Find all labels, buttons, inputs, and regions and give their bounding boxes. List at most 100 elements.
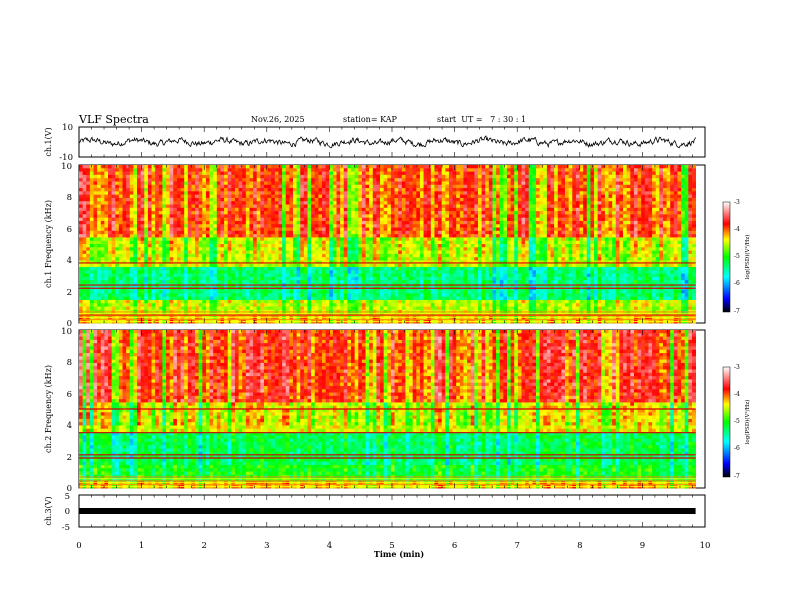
spectrogram-cell [423, 247, 428, 251]
spectrogram-cell [434, 207, 439, 212]
spectrogram-cell [79, 290, 84, 294]
spectrogram-cell [111, 174, 116, 179]
spectrogram-cell [303, 224, 308, 228]
spectrogram-cell [144, 184, 149, 189]
spectrogram-cell [79, 220, 84, 225]
spectrogram-cell [405, 201, 410, 205]
spectrogram-cell [224, 234, 229, 238]
spectrogram-cell [220, 224, 225, 228]
spectrogram-cell [242, 250, 247, 255]
spectrogram-cell [234, 247, 239, 251]
spectrogram-cell [147, 174, 152, 179]
spectrogram-cell [423, 303, 428, 307]
spectrogram-cell [238, 257, 243, 261]
spectrogram-cell [311, 234, 316, 238]
spectrogram-cell [195, 171, 200, 176]
spectrogram-cell [213, 217, 218, 222]
spectrogram-cell [369, 244, 374, 248]
spectrogram-cell [343, 181, 348, 186]
spectrogram-cell [285, 224, 290, 228]
spectrogram-cell [387, 220, 392, 225]
spectrogram-cell [354, 257, 359, 261]
spectrogram-cell [133, 299, 138, 304]
spectrogram-cell [405, 273, 410, 278]
spectrogram-cell [205, 299, 210, 304]
spectrogram-cell [108, 204, 113, 209]
spectrogram-cell [430, 280, 435, 284]
spectrogram-cell [278, 244, 283, 248]
spectrogram-cell [234, 181, 239, 186]
spectrogram-cell [376, 270, 381, 275]
spectrogram-cell [398, 244, 403, 248]
spectrogram-cell [253, 207, 258, 212]
spectrogram-cell [111, 194, 116, 199]
spectrogram-cell [195, 227, 200, 232]
spectrogram-cell [202, 240, 207, 245]
spectrogram-cell [205, 293, 210, 298]
spectrogram-cell [343, 250, 348, 255]
spectrogram-cell [380, 290, 385, 294]
spectrogram-cell [147, 263, 152, 268]
spectrogram-cell [347, 270, 352, 275]
spectrogram-cell [380, 276, 385, 281]
spectrogram-cell [195, 230, 200, 235]
spectrogram-cell [180, 250, 185, 255]
spectrogram-cell [256, 263, 261, 268]
spectrogram-cell [372, 194, 377, 199]
spectrogram-cell [423, 188, 428, 192]
spectrogram-cell [314, 270, 319, 275]
spectrogram-cell [100, 165, 105, 169]
spectrogram-cell [209, 174, 214, 179]
spectrogram-cell [205, 181, 210, 186]
spectrogram-cell [158, 250, 163, 255]
spectrogram-cell [104, 201, 109, 205]
spectrogram-cell [401, 237, 406, 242]
spectrogram-cell [89, 280, 94, 284]
spectrogram-cell [358, 204, 363, 209]
spectrogram-cell [380, 174, 385, 179]
spectrogram-cell [329, 197, 334, 202]
spectrogram-cell [122, 290, 127, 294]
spectrogram-cell [285, 227, 290, 232]
spectrogram-cell [122, 303, 127, 307]
spectrogram-cell [430, 211, 435, 215]
spectrogram-cell [155, 207, 160, 212]
spectrogram-cell [89, 174, 94, 179]
spectrogram-cell [318, 253, 323, 258]
spectrogram-cell [311, 165, 316, 169]
spectrogram-cell [332, 240, 337, 245]
spectrogram-cell [209, 220, 214, 225]
spectrogram-cell [300, 184, 305, 189]
spectrogram-cell [430, 316, 435, 321]
spectrogram-cell [311, 191, 316, 196]
spectrogram-cell [390, 270, 395, 275]
spectrogram-cell [260, 197, 265, 202]
spectrogram-cell [100, 181, 105, 186]
spectrogram-cell [133, 234, 138, 238]
spectrogram-cell [191, 303, 196, 307]
spectrogram-cell [89, 214, 94, 219]
spectrogram-cell [173, 306, 178, 311]
spectrogram-cell [412, 280, 417, 284]
spectrogram-cell [122, 174, 127, 179]
spectrogram-cell [329, 316, 334, 321]
spectrogram-cell [365, 290, 370, 294]
spectrogram-cell [173, 260, 178, 265]
spectrogram-cell [267, 263, 272, 268]
spectrogram-cell [427, 267, 432, 271]
spectrogram-cell [289, 165, 294, 169]
spectrogram-cell [231, 257, 236, 261]
spectrogram-cell [387, 217, 392, 222]
spectrogram-cell [108, 267, 113, 271]
spectrogram-cell [274, 207, 279, 212]
spectrogram-cell [390, 267, 395, 271]
spectrogram-cell [387, 181, 392, 186]
spectrogram-cell [332, 230, 337, 235]
spectrogram-cell [423, 306, 428, 311]
spectrogram-cell [79, 204, 84, 209]
spectrogram-cell [89, 316, 94, 321]
spectrogram-cell [343, 178, 348, 182]
spectrogram-cell [86, 240, 91, 245]
spectrogram-cell [419, 188, 424, 192]
spectrogram-cell [187, 217, 192, 222]
